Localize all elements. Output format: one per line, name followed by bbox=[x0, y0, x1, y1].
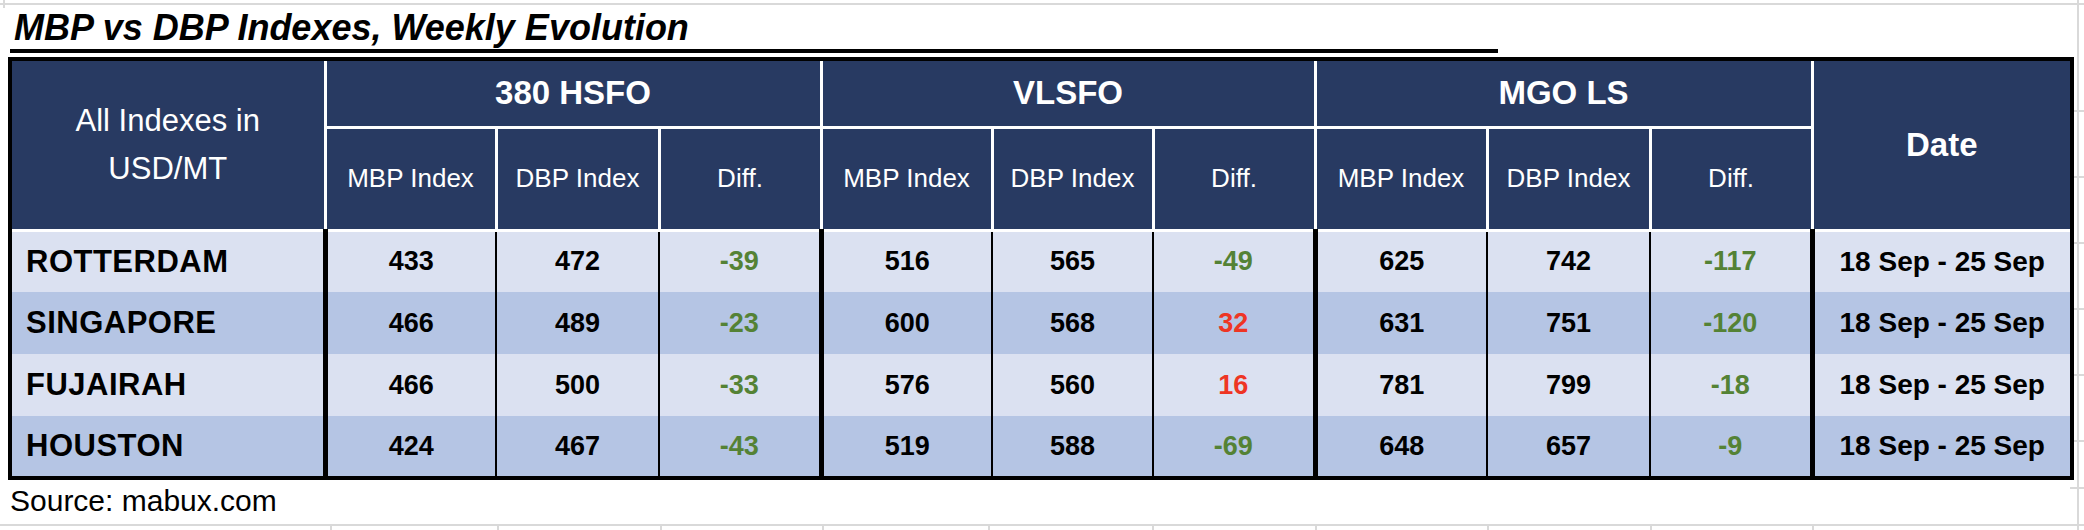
group-header-380-hsfo: 380 HSFO bbox=[325, 59, 821, 127]
value-cell: 519 bbox=[821, 416, 992, 478]
group-header-mgo-ls: MGO LS bbox=[1315, 59, 1812, 127]
gridline bbox=[2070, 487, 2084, 489]
value-cell: 648 bbox=[1315, 416, 1487, 478]
sub-header-diff-hsfo: Diff. bbox=[659, 127, 821, 230]
value-cell: 433 bbox=[325, 230, 496, 292]
value-cell: 500 bbox=[496, 354, 659, 416]
indexes-table: All Indexes in USD/MT 380 HSFO VLSFO MGO… bbox=[8, 57, 2074, 480]
value-cell: 466 bbox=[325, 354, 496, 416]
corner-header-line2: USD/MT bbox=[12, 145, 324, 193]
value-cell: 560 bbox=[992, 354, 1153, 416]
sub-header-mbp-vlsfo: MBP Index bbox=[821, 127, 992, 230]
value-cell: 472 bbox=[496, 230, 659, 292]
diff-cell: -49 bbox=[1153, 230, 1315, 292]
table-row-rotterdam: ROTTERDAM 433 472 -39 516 565 -49 625 74… bbox=[10, 230, 2072, 292]
gridline bbox=[822, 524, 824, 530]
date-cell: 18 Sep - 25 Sep bbox=[1812, 230, 2072, 292]
page-title: MBP vs DBP Indexes, Weekly Evolution bbox=[10, 6, 1498, 53]
value-cell: 600 bbox=[821, 292, 992, 354]
port-cell: ROTTERDAM bbox=[10, 230, 325, 292]
value-cell: 588 bbox=[992, 416, 1153, 478]
value-cell: 565 bbox=[992, 230, 1153, 292]
table-row-fujairah: FUJAIRAH 466 500 -33 576 560 16 781 799 … bbox=[10, 354, 2072, 416]
sub-header-diff-mgo: Diff. bbox=[1650, 127, 1812, 230]
value-cell: 576 bbox=[821, 354, 992, 416]
sub-header-dbp-mgo: DBP Index bbox=[1487, 127, 1650, 230]
corner-header-line1: All Indexes in bbox=[12, 97, 324, 145]
gridline bbox=[988, 524, 990, 530]
sub-header-dbp-vlsfo: DBP Index bbox=[992, 127, 1153, 230]
diff-cell: 32 bbox=[1153, 292, 1315, 354]
sub-header-dbp-hsfo: DBP Index bbox=[496, 127, 659, 230]
diff-cell: -23 bbox=[659, 292, 821, 354]
diff-cell: -9 bbox=[1650, 416, 1812, 478]
port-cell: HOUSTON bbox=[10, 416, 325, 478]
value-cell: 742 bbox=[1487, 230, 1650, 292]
diff-cell: -18 bbox=[1650, 354, 1812, 416]
gridline bbox=[0, 3, 2084, 5]
diff-cell: -43 bbox=[659, 416, 821, 478]
gridline bbox=[1650, 524, 1652, 530]
value-cell: 625 bbox=[1315, 230, 1487, 292]
diff-cell: 16 bbox=[1153, 354, 1315, 416]
date-cell: 18 Sep - 25 Sep bbox=[1812, 416, 2072, 478]
gridline bbox=[497, 524, 499, 530]
source-note: Source: mabux.com bbox=[10, 484, 277, 518]
gridline bbox=[0, 524, 2084, 526]
gridline bbox=[1487, 524, 1489, 530]
diff-cell: -69 bbox=[1153, 416, 1315, 478]
sub-header-diff-vlsfo: Diff. bbox=[1153, 127, 1315, 230]
value-cell: 516 bbox=[821, 230, 992, 292]
gridline bbox=[3, 0, 5, 8]
value-cell: 467 bbox=[496, 416, 659, 478]
diff-cell: -117 bbox=[1650, 230, 1812, 292]
spreadsheet-canvas: MBP vs DBP Indexes, Weekly Evolution All… bbox=[0, 0, 2084, 530]
value-cell: 781 bbox=[1315, 354, 1487, 416]
table-row-singapore: SINGAPORE 466 489 -23 600 568 32 631 751… bbox=[10, 292, 2072, 354]
value-cell: 657 bbox=[1487, 416, 1650, 478]
group-header-vlsfo: VLSFO bbox=[821, 59, 1315, 127]
value-cell: 631 bbox=[1315, 292, 1487, 354]
gridline bbox=[1152, 524, 1154, 530]
gridline bbox=[1315, 524, 1317, 530]
date-cell: 18 Sep - 25 Sep bbox=[1812, 292, 2072, 354]
value-cell: 489 bbox=[496, 292, 659, 354]
diff-cell: -39 bbox=[659, 230, 821, 292]
gridline bbox=[2077, 0, 2079, 530]
date-cell: 18 Sep - 25 Sep bbox=[1812, 354, 2072, 416]
value-cell: 568 bbox=[992, 292, 1153, 354]
gridline bbox=[1812, 524, 1814, 530]
diff-cell: -120 bbox=[1650, 292, 1812, 354]
value-cell: 424 bbox=[325, 416, 496, 478]
sub-header-mbp-mgo: MBP Index bbox=[1315, 127, 1487, 230]
sub-header-mbp-hsfo: MBP Index bbox=[325, 127, 496, 230]
value-cell: 799 bbox=[1487, 354, 1650, 416]
diff-cell: -33 bbox=[659, 354, 821, 416]
date-header: Date bbox=[1812, 59, 2072, 230]
group-header-row: All Indexes in USD/MT 380 HSFO VLSFO MGO… bbox=[10, 59, 2072, 127]
gridline bbox=[660, 524, 662, 530]
table-row-houston: HOUSTON 424 467 -43 519 588 -69 648 657 … bbox=[10, 416, 2072, 478]
corner-header: All Indexes in USD/MT bbox=[10, 59, 325, 230]
port-cell: SINGAPORE bbox=[10, 292, 325, 354]
port-cell: FUJAIRAH bbox=[10, 354, 325, 416]
value-cell: 466 bbox=[325, 292, 496, 354]
gridline bbox=[330, 524, 332, 530]
value-cell: 751 bbox=[1487, 292, 1650, 354]
